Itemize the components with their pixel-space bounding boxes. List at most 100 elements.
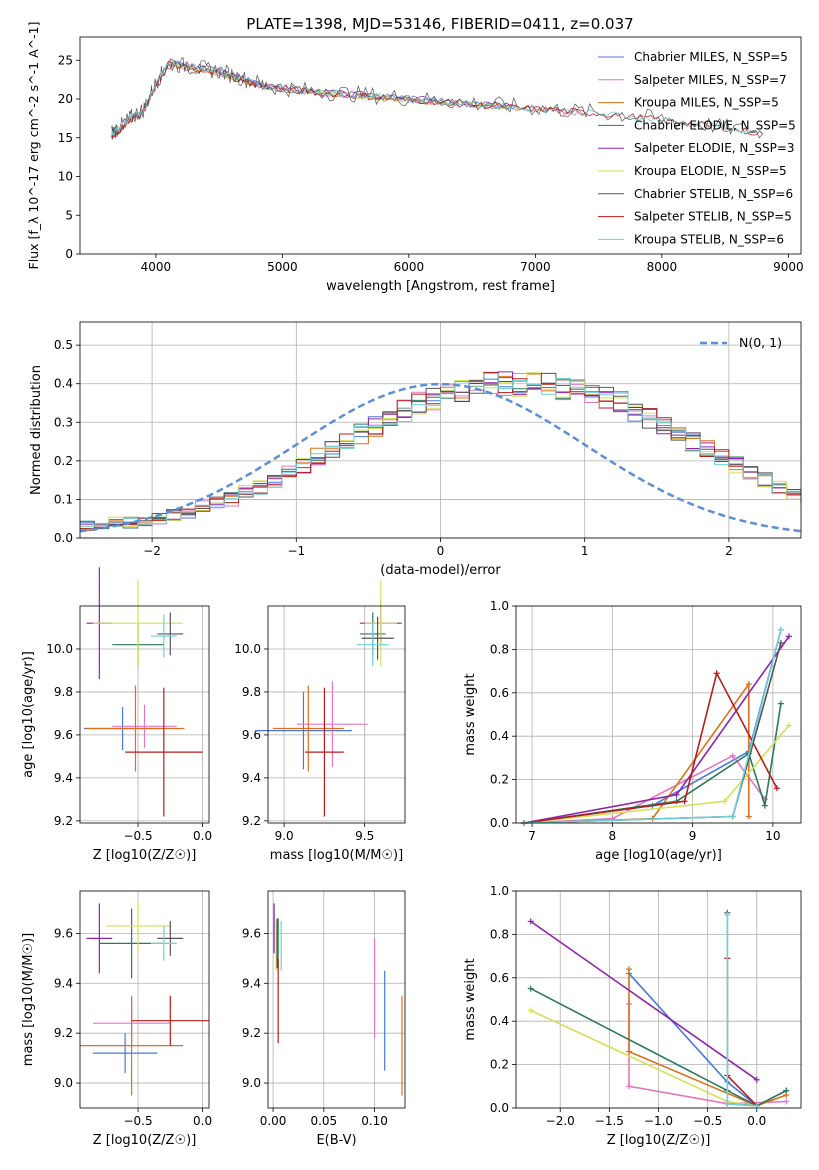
panel-mass-vs-Z: −0.5 0.0 9.0 9.2 9.4 9.6 Z [log10(Z/Z☉)] mass [… (21, 890, 212, 1148)
x-tick-label: 0.0 (193, 1114, 212, 1128)
y-tick-label: 9.4 (54, 976, 73, 990)
x-tick-label: −1 (287, 544, 305, 558)
weight-marker-kroupa_stelib (729, 813, 736, 820)
weight-marker-salpeter_elodie (527, 918, 534, 925)
x-tick-label: 0.0 (747, 1114, 766, 1128)
y-tick-label: 9.8 (242, 685, 261, 699)
figure-title: PLATE=1398, MJD=53146, FIBERID=0411, z=0… (246, 15, 633, 33)
axes-frame (79, 36, 802, 255)
weight-marker-kroupa_stelib (724, 1100, 731, 1107)
spectrum-line-kroupa_miles (111, 61, 587, 137)
legend-label-normal: N(0, 1) (739, 335, 782, 350)
x-tick-label: 0.05 (310, 1114, 337, 1128)
x-tick-label: 9.5 (355, 829, 374, 843)
legend-label-chabrier_stelib: Chabrier STELIB, N_SSP=6 (634, 187, 793, 201)
x-axis-label: age [log10(age/yr)] (595, 848, 722, 863)
weight-line-salpeter_stelib (523, 671, 778, 824)
spectrum-line-kroupa_stelib (111, 60, 764, 136)
legend-label-kroupa_miles: Kroupa MILES, N_SSP=5 (634, 96, 779, 110)
weight-marker-chabrier_elodie (761, 802, 768, 809)
x-tick-label: 0 (437, 544, 445, 558)
y-tick-label: 9.4 (242, 976, 261, 990)
normal-curve (79, 382, 802, 533)
spectrum-line-salpeter_miles (111, 61, 587, 138)
panel-age-vs-mass: 9.0 9.5 9.2 9.4 9.6 9.8 10.0 mass [log10(M/M☉)] (234, 580, 406, 863)
x-axis-label: (data-model)/error (380, 563, 501, 578)
axes-frame (515, 605, 802, 824)
y-tick-label: 9.2 (54, 814, 73, 828)
panel-weights-vs-Z: −2.0 −1.5 −1.0 −0.5 0.0 0.0 0.2 0.4 0.6 0.8 1.0 Z [… (463, 884, 802, 1148)
x-tick-label: −0.5 (123, 829, 152, 843)
y-tick-label: 0.6 (490, 686, 509, 700)
histogram-kroupa_stelib (80, 373, 802, 527)
y-tick-label: 9.6 (54, 728, 73, 742)
weight-marker-chabrier_stelib (777, 639, 784, 646)
x-tick-label: 9.0 (275, 829, 294, 843)
y-tick-label: 0.4 (490, 729, 509, 743)
y-tick-label: 0.2 (54, 454, 73, 468)
weight-marker-salpeter_elodie (753, 1076, 760, 1083)
spectrum-line-chabrier_miles (111, 61, 587, 138)
y-tick-label: 0.1 (54, 492, 73, 506)
y-tick-label: 9.6 (54, 926, 73, 940)
x-tick-label: 9000 (773, 260, 804, 274)
y-tick-label: 1.0 (490, 884, 509, 898)
x-tick-label: 2 (725, 544, 733, 558)
panel-weights-vs-age: 7 8 9 10 0.0 0.2 0.4 0.6 0.8 1.0 age [log10(age/yr… (463, 599, 802, 863)
x-tick-label: −0.5 (123, 1114, 152, 1128)
y-tick-label: 0.8 (490, 642, 509, 656)
y-tick-label: 9.6 (242, 926, 261, 940)
weight-marker-salpeter_elodie (785, 633, 792, 640)
y-axis-label: Flux [f_λ 10^-17 erg cm^-2 s^-1 A^-1] (26, 22, 41, 270)
x-axis-label: Z [log10(Z/Z☉)] (607, 1133, 711, 1148)
y-tick-label: 0.6 (490, 971, 509, 985)
weight-marker-kroupa_miles (626, 1048, 633, 1055)
x-axis-label: mass [log10(M/M☉)] (270, 848, 403, 863)
y-tick-label: 0.4 (54, 377, 73, 391)
weight-marker-kroupa_miles (626, 966, 633, 973)
x-axis-label: Z [log10(Z/Z☉)] (93, 1133, 197, 1148)
x-tick-label: 7 (528, 829, 536, 843)
weight-line-chabrier_stelib (523, 642, 782, 824)
x-axis-label: Z [log10(Z/Z☉)] (93, 848, 197, 863)
weight-marker-salpeter_miles (626, 1083, 633, 1090)
y-tick-label: 15 (58, 131, 73, 145)
y-tick-label: 9.8 (54, 685, 73, 699)
x-tick-label: −1.5 (595, 1114, 624, 1128)
legend-label-chabrier_elodie: Chabrier ELODIE, N_SSP=5 (634, 118, 796, 132)
y-tick-label: 20 (58, 92, 73, 106)
x-tick-label: 6000 (394, 260, 425, 274)
y-tick-label: 0 (65, 247, 73, 261)
x-tick-label: 0.00 (260, 1114, 287, 1128)
y-tick-label: 10.0 (46, 642, 73, 656)
x-tick-label: 9 (689, 829, 697, 843)
y-axis-label: mass weight (463, 673, 478, 755)
spectrum-line-salpeter_stelib (111, 62, 764, 139)
spectrum-line-chabrier_elodie (168, 62, 511, 110)
x-tick-label: −2 (143, 544, 161, 558)
y-tick-label: 9.2 (242, 1026, 261, 1040)
weight-marker-salpeter_stelib (681, 798, 688, 805)
axes-frame (267, 605, 406, 824)
panel-age-vs-Z: −0.5 0.0 9.2 9.4 9.6 9.8 10.0 Z [log10(Z/Z☉)] ag… (21, 567, 212, 863)
legend-label-salpeter_miles: Salpeter MILES, N_SSP=7 (634, 73, 787, 87)
weight-marker-kroupa_stelib (777, 626, 784, 633)
weight-marker-kroupa_miles (745, 681, 752, 688)
weight-line-kroupa_miles (628, 969, 787, 1107)
legend-label-kroupa_stelib: Kroupa STELIB, N_SSP=6 (634, 232, 784, 246)
legend-label-kroupa_elodie: Kroupa ELODIE, N_SSP=5 (634, 164, 787, 178)
y-tick-label: 9.2 (242, 814, 261, 828)
weight-marker-salpeter_miles (783, 1098, 790, 1105)
weight-line-chabrier_elodie (530, 987, 787, 1107)
y-tick-label: 9.2 (54, 1026, 73, 1040)
y-tick-label: 0.0 (490, 816, 509, 830)
y-tick-label: 10.0 (234, 642, 261, 656)
x-tick-label: −2.0 (546, 1114, 575, 1128)
y-axis-label: Normed distribution (29, 365, 44, 495)
x-tick-label: 1 (581, 544, 589, 558)
x-tick-label: 0.10 (361, 1114, 388, 1128)
weight-marker-salpeter_miles (729, 752, 736, 759)
weight-marker-kroupa_elodie (527, 1007, 534, 1014)
axes-frame (79, 605, 210, 824)
weight-marker-salpeter_stelib (713, 670, 720, 677)
